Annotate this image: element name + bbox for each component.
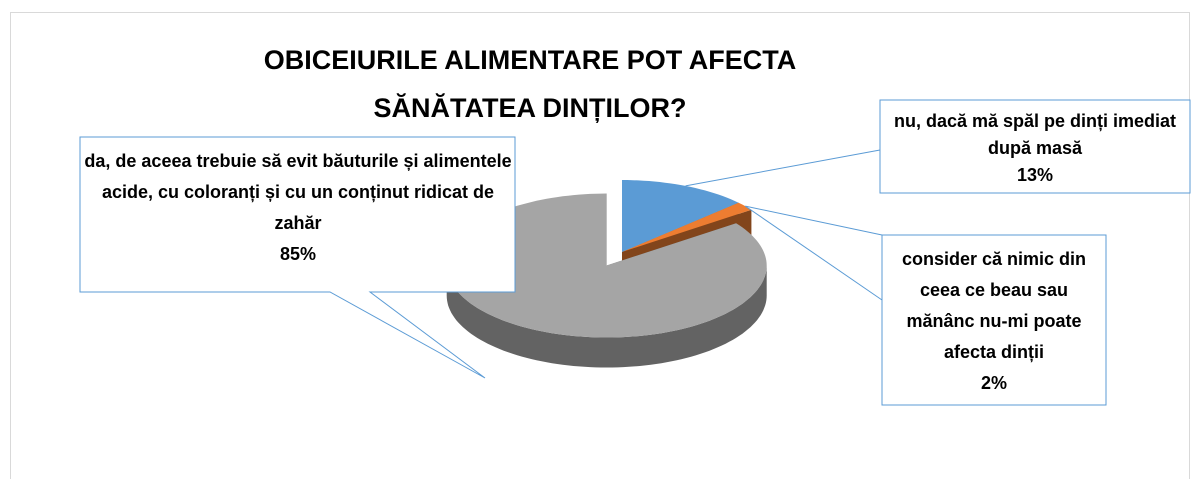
category-label: consider că nimic din ceea ce beau sau m… bbox=[901, 249, 1087, 362]
leader-line bbox=[685, 149, 881, 187]
callout-box bbox=[879, 99, 1191, 194]
callout-box bbox=[881, 234, 1107, 406]
slice bbox=[446, 193, 767, 338]
value-label: 85% bbox=[279, 244, 317, 264]
slice bbox=[622, 202, 752, 252]
callout-label: consider că nimic din ceea ce beau sau m… bbox=[886, 244, 1102, 399]
category-label: da, de aceea trebuie să evit băuturile ș… bbox=[84, 151, 512, 233]
callout-box bbox=[79, 136, 516, 379]
chart-frame bbox=[10, 12, 1190, 479]
slice-side bbox=[446, 265, 767, 368]
value-label: 2% bbox=[980, 373, 1007, 393]
callout-label: da, de aceea trebuie să evit băuturile ș… bbox=[84, 146, 512, 270]
leader-line bbox=[744, 205, 883, 301]
callout-label: nu, dacă mă spăl pe dinți imediat după m… bbox=[882, 108, 1188, 189]
value-label: 13% bbox=[1016, 165, 1054, 185]
leader-line bbox=[745, 205, 883, 236]
category-label: nu, dacă mă spăl pe dinți imediat după m… bbox=[893, 111, 1177, 158]
chart-title: OBICEIURILE ALIMENTARE POT AFECTA SĂNĂTA… bbox=[263, 45, 797, 123]
slice bbox=[622, 180, 739, 252]
